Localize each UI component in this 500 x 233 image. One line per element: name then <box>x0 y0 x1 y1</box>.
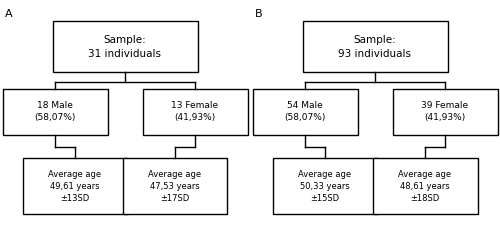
FancyBboxPatch shape <box>22 158 128 214</box>
Text: Sample:
31 individuals: Sample: 31 individuals <box>88 34 162 59</box>
Text: Average age
47,53 years
±17SD: Average age 47,53 years ±17SD <box>148 170 202 203</box>
Text: A: A <box>5 9 12 19</box>
Text: Average age
48,61 years
±18SD: Average age 48,61 years ±18SD <box>398 170 452 203</box>
FancyBboxPatch shape <box>272 158 378 214</box>
FancyBboxPatch shape <box>2 89 108 135</box>
Text: 54 Male
(58,07%): 54 Male (58,07%) <box>284 101 326 122</box>
Text: Average age
50,33 years
±15SD: Average age 50,33 years ±15SD <box>298 170 352 203</box>
FancyBboxPatch shape <box>142 89 248 135</box>
FancyBboxPatch shape <box>302 21 448 72</box>
FancyBboxPatch shape <box>122 158 228 214</box>
Text: 18 Male
(58,07%): 18 Male (58,07%) <box>34 101 76 122</box>
Text: B: B <box>255 9 262 19</box>
FancyBboxPatch shape <box>52 21 198 72</box>
Text: 39 Female
(41,93%): 39 Female (41,93%) <box>422 101 469 122</box>
Text: Sample:
93 individuals: Sample: 93 individuals <box>338 34 411 59</box>
FancyBboxPatch shape <box>372 158 478 214</box>
Text: 13 Female
(41,93%): 13 Female (41,93%) <box>172 101 218 122</box>
Text: Average age
49,61 years
±13SD: Average age 49,61 years ±13SD <box>48 170 102 203</box>
FancyBboxPatch shape <box>252 89 358 135</box>
FancyBboxPatch shape <box>392 89 498 135</box>
